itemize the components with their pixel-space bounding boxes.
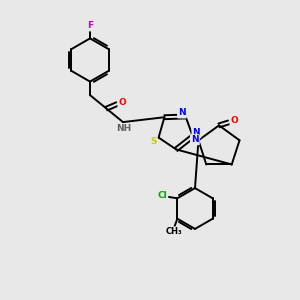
Text: O: O [118,98,126,107]
Text: N: N [191,135,199,144]
Text: O: O [231,116,239,125]
Text: F: F [87,21,93,30]
Text: N: N [178,108,186,117]
Text: N: N [193,128,200,137]
Text: CH₃: CH₃ [165,227,182,236]
Text: S: S [150,137,156,146]
Text: NH: NH [116,124,131,133]
Text: Cl: Cl [158,191,167,200]
